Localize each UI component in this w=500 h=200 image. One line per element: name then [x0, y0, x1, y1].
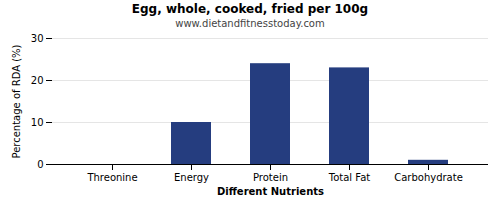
svg-text:Threonine: Threonine: [86, 172, 137, 183]
svg-text:0: 0: [37, 159, 43, 170]
svg-text:Total Fat: Total Fat: [328, 172, 370, 183]
svg-text:30: 30: [31, 33, 44, 44]
svg-text:Different Nutrients: Different Nutrients: [217, 186, 324, 197]
svg-text:Protein: Protein: [253, 172, 288, 183]
svg-text:20: 20: [31, 75, 44, 86]
svg-text:Energy: Energy: [174, 172, 209, 183]
html-text:www.dietandfitnesstoday.com: www.dietandfitnesstoday.com: [175, 18, 325, 29]
html-text:Egg, whole, cooked, fried per: Egg, whole, cooked, fried per 100g: [131, 2, 369, 16]
svg-text:10: 10: [31, 117, 44, 128]
svg-text:Carbohydrate: Carbohydrate: [394, 172, 463, 183]
svg-text:Percentage of RDA (%): Percentage of RDA (%): [11, 44, 22, 158]
